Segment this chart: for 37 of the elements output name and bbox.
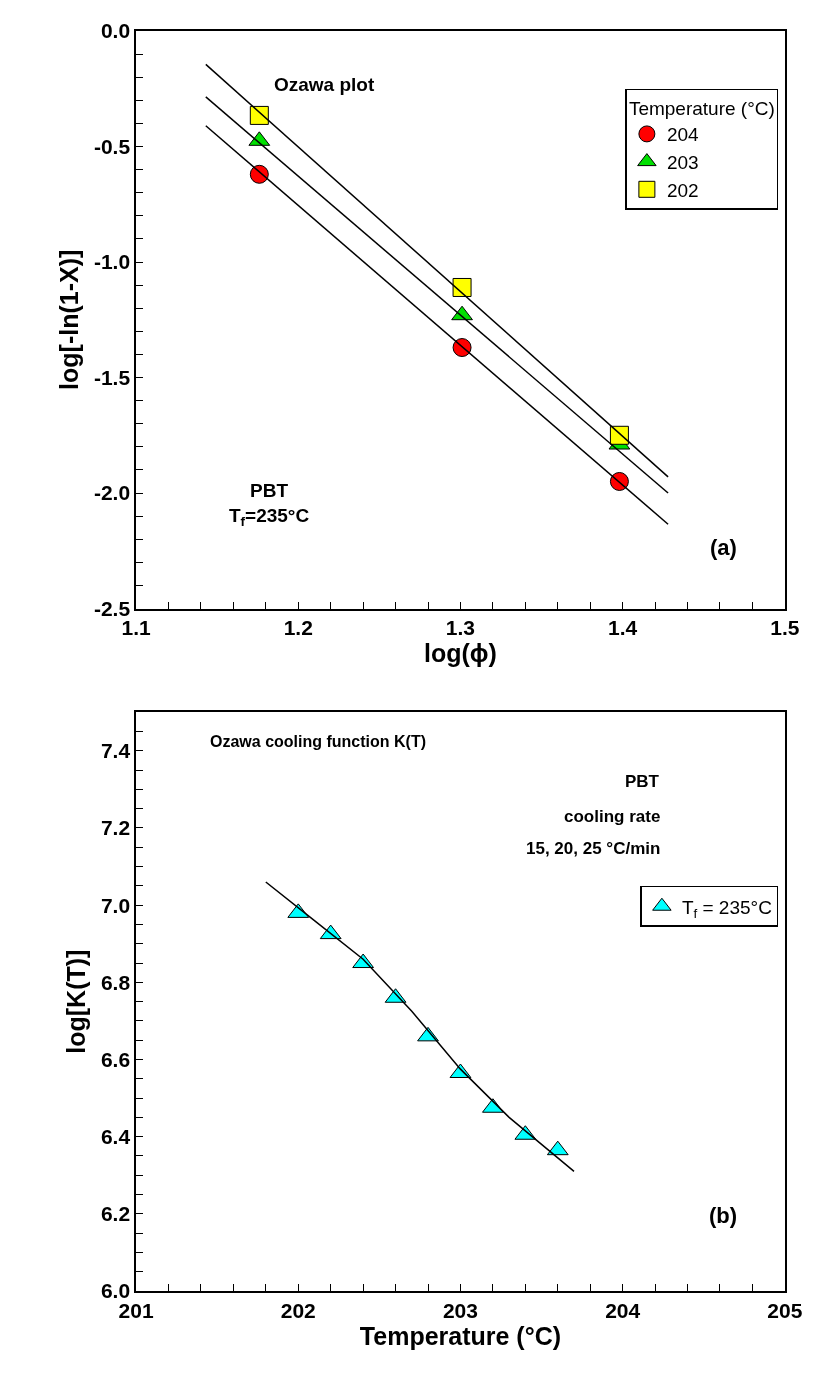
y-tick-label: 6.6	[100, 1047, 131, 1071]
legend-label: 202	[666, 179, 699, 201]
x-tick-label: 205	[767, 1298, 803, 1322]
annotation: 15, 20, 25 °C/min	[526, 839, 661, 858]
x-axis-title: log(ϕ)	[424, 639, 497, 668]
y-tick-label: -0.5	[93, 134, 131, 158]
y-axis-title: log[K(T)]	[62, 949, 91, 1054]
y-tick-label: 7.2	[100, 816, 131, 840]
y-tick-label: 0.0	[100, 19, 131, 43]
y-tick-label: -1.5	[93, 365, 131, 389]
legend-label: T$_{f}$ = 235°C	[681, 896, 772, 921]
x-tick-label: 204	[605, 1298, 641, 1322]
annotation: cooling rate	[564, 807, 661, 826]
x-tick-label: 202	[280, 1298, 316, 1322]
y-axis-title: log[-ln(1-X)]	[55, 249, 84, 390]
x-tick-label: 1.3	[445, 616, 476, 640]
y-tick-label: 7.0	[100, 893, 131, 917]
annotation: Ozawa plot	[274, 74, 375, 95]
legend-label: 204	[666, 124, 700, 146]
x-tick-label: 1.5	[770, 616, 800, 640]
annotation: Ozawa cooling function K(T)	[210, 733, 426, 750]
annotation: PBT	[625, 772, 660, 791]
legend-label: 203	[666, 152, 699, 174]
y-tick-label: 7.4	[100, 739, 131, 763]
legend-title: Temperature (°C)	[628, 98, 775, 120]
y-tick-label: 6.4	[100, 1125, 131, 1149]
y-tick-label: -1.0	[93, 250, 131, 274]
y-tick-label: 6.8	[100, 970, 131, 994]
annotation: PBT T$_{f}$=235°C	[229, 480, 310, 529]
x-tick-label: 1.2	[283, 616, 313, 640]
annotation: (a)	[710, 535, 737, 560]
x-tick-label: 1.4	[608, 616, 638, 640]
y-tick-label: -2.0	[93, 481, 131, 505]
y-tick-label: 6.2	[100, 1202, 131, 1226]
annotation: (b)	[709, 1203, 738, 1228]
x-tick-label: 203	[442, 1298, 478, 1322]
x-axis-title: Temperature (°C)	[359, 1321, 562, 1350]
